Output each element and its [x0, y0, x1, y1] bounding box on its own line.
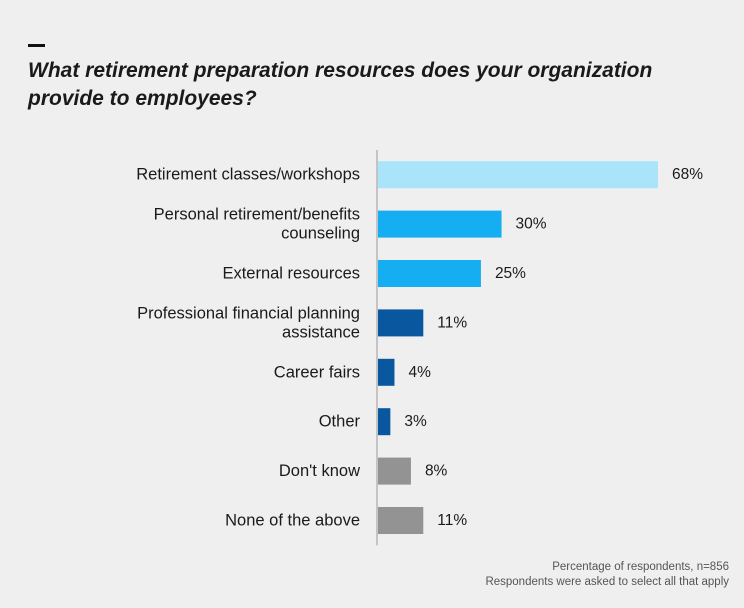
category-label: Other — [319, 413, 361, 431]
bar — [378, 457, 411, 485]
chart-title: What retirement preparation resources do… — [28, 59, 653, 110]
bar — [378, 260, 481, 287]
category-label: None of the above — [225, 512, 360, 530]
category-label: External resources — [222, 265, 360, 283]
bar-value-label: 11% — [437, 314, 467, 331]
bar-value-label: 4% — [408, 364, 431, 381]
category-label: Career fairs — [274, 363, 360, 381]
bar — [378, 358, 395, 386]
footnote-sample-size: Percentage of respondents, n=856 — [552, 561, 729, 573]
bar-value-label: 8% — [425, 463, 448, 480]
category-label: Professional financial planning assistanc… — [137, 304, 360, 341]
bar — [378, 408, 391, 436]
footnote-select-all-note: Respondents were asked to select all tha… — [485, 576, 729, 588]
bar — [378, 507, 424, 534]
bar — [378, 161, 658, 189]
bar — [378, 309, 424, 337]
footnote: Percentage of respondents, n=856 Respond… — [485, 560, 729, 590]
bar-value-label: 30% — [516, 216, 547, 233]
bar — [378, 210, 502, 238]
title-accent-dash — [28, 44, 45, 47]
bar-value-label: 3% — [404, 413, 427, 430]
bar-value-label: 11% — [437, 512, 467, 529]
bar-value-label: 68% — [672, 166, 703, 183]
bar-value-label: 25% — [495, 265, 526, 282]
category-label: Retirement classes/workshops — [136, 166, 360, 184]
category-label: Don't know — [279, 462, 360, 480]
category-label: Personal retirement/benefits counseling — [154, 206, 360, 243]
